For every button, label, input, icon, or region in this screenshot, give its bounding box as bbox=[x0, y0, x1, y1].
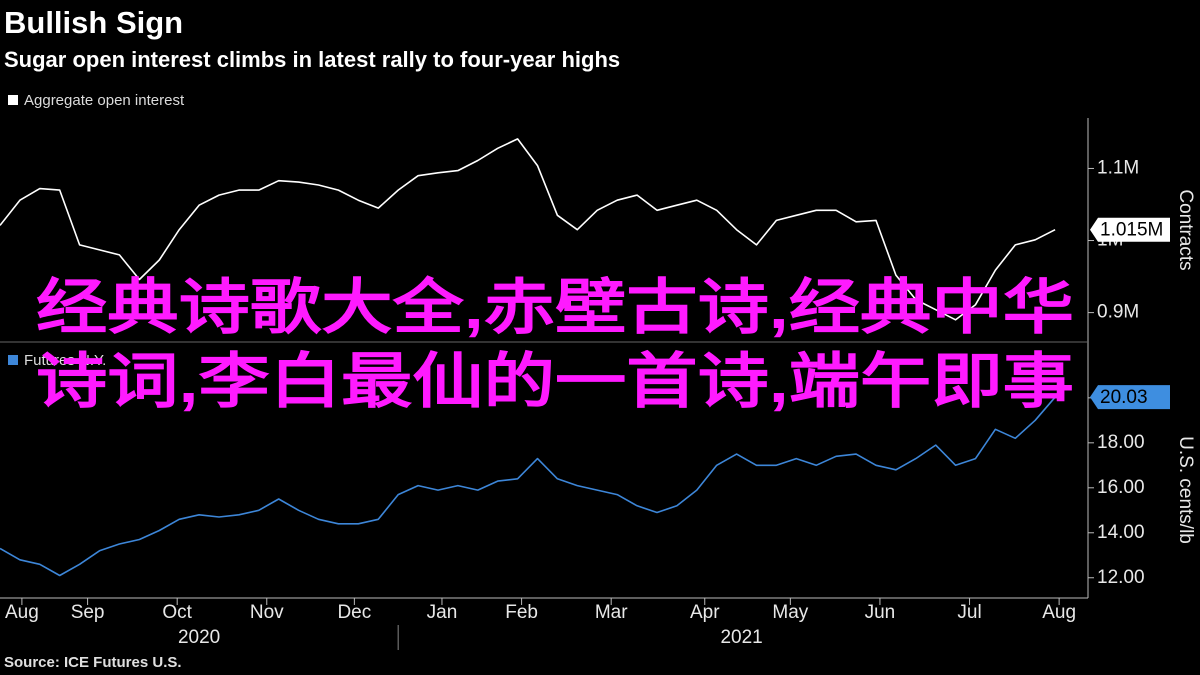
x-tick-label: Nov bbox=[250, 602, 284, 623]
x-tick-label: May bbox=[772, 602, 808, 623]
legend-swatch bbox=[8, 95, 18, 105]
data-line bbox=[0, 396, 1056, 577]
x-tick-label: Oct bbox=[162, 602, 192, 623]
chart-subtitle: Sugar open interest climbs in latest ral… bbox=[4, 47, 620, 72]
x-tick-label: Feb bbox=[505, 602, 538, 623]
y-tick-label: 12.00 bbox=[1097, 567, 1145, 588]
last-value-label: 1.015M bbox=[1100, 220, 1163, 241]
y-tick-label: 14.00 bbox=[1097, 522, 1145, 543]
x-tick-label: Aug bbox=[1042, 602, 1076, 623]
x-tick-label: Apr bbox=[690, 602, 720, 623]
x-year-label: 2021 bbox=[720, 627, 762, 648]
y-tick-label: 16.00 bbox=[1097, 477, 1145, 498]
y-tick-label: 1.1M bbox=[1097, 157, 1139, 178]
last-value-badge bbox=[1090, 385, 1170, 410]
x-tick-label: Jul bbox=[957, 602, 981, 623]
last-value-label: 20.03 bbox=[1100, 387, 1148, 408]
y-axis-title: Contracts bbox=[1175, 189, 1196, 270]
y-tick-label: 0.9M bbox=[1097, 302, 1139, 323]
source: Source: ICE Futures U.S. bbox=[4, 654, 182, 671]
last-value-badge bbox=[1090, 217, 1170, 242]
x-tick-label: Dec bbox=[337, 602, 371, 623]
x-tick-label: Aug bbox=[5, 602, 39, 623]
overlay-text: 经典诗歌大全,赤壁古诗,经典中华 bbox=[36, 274, 1074, 341]
overlay-text: 诗词,李白最仙的一首诗,端午即事 bbox=[36, 348, 1074, 415]
legend-swatch bbox=[8, 355, 18, 365]
legend-label: Aggregate open interest bbox=[24, 92, 185, 109]
x-tick-label: Jan bbox=[427, 602, 458, 623]
x-year-label: 2020 bbox=[178, 627, 220, 648]
legend-label: Futures N.Y. bbox=[24, 352, 106, 369]
y-axis-title: U.S. cents/lb bbox=[1175, 436, 1196, 544]
x-tick-label: Sep bbox=[71, 602, 105, 623]
x-tick-label: Jun bbox=[865, 602, 896, 623]
data-line bbox=[0, 138, 1056, 321]
y-tick-label: 18.00 bbox=[1097, 432, 1145, 453]
chart-title: Bullish Sign bbox=[4, 5, 183, 40]
x-tick-label: Mar bbox=[595, 602, 628, 623]
